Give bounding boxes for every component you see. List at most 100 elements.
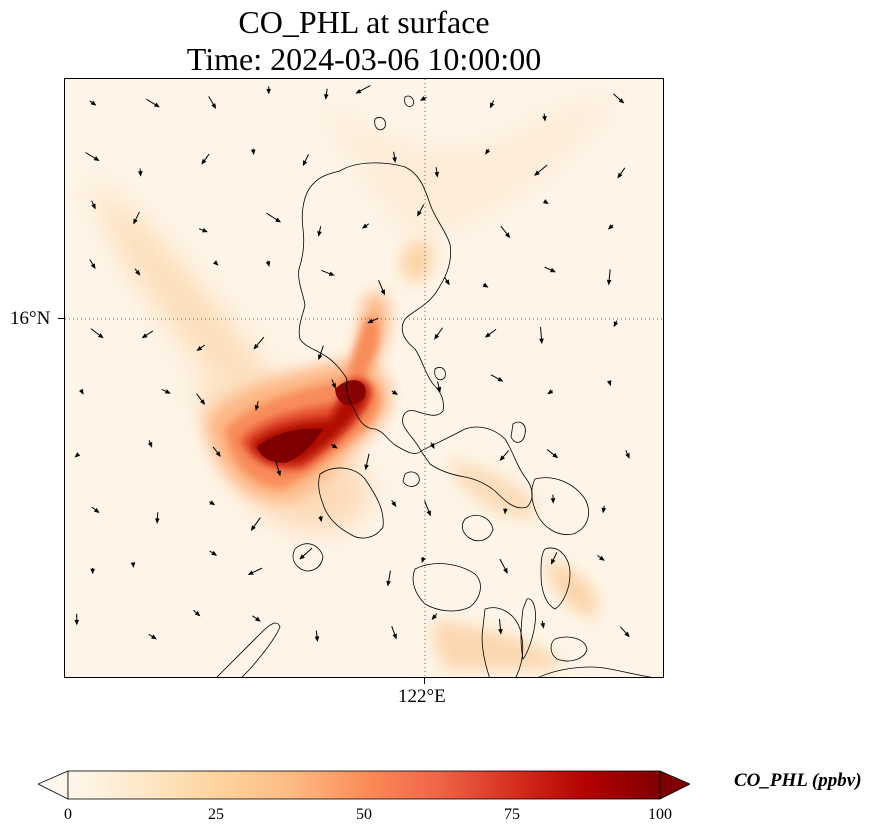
bohol-coastline xyxy=(550,636,588,662)
wind-arrow-head xyxy=(93,156,100,161)
wind-arrow-head xyxy=(542,199,549,205)
gridlines xyxy=(65,79,663,677)
wind-arrow-head xyxy=(213,260,219,266)
wind-arrow-head xyxy=(392,390,398,395)
wind-arrow-head xyxy=(497,376,504,382)
marinduque-coastline xyxy=(402,471,420,487)
wind-arrow-head xyxy=(499,455,505,462)
wind-arrow-head xyxy=(74,619,80,626)
wind-arrow-head xyxy=(498,628,503,635)
wind-arrow-head xyxy=(133,218,138,225)
leyte-coastline xyxy=(540,547,571,610)
wind-arrow-head xyxy=(211,550,218,556)
masbate-coastline xyxy=(461,515,494,542)
lat-label-16n: 16°N xyxy=(10,308,51,329)
wind-arrow-head xyxy=(625,452,630,459)
negros-coastline xyxy=(481,607,524,677)
wind-arrow-head xyxy=(250,149,256,156)
colorbar xyxy=(38,770,690,800)
wind-arrow-head xyxy=(215,451,221,457)
wind-arrow-head xyxy=(265,261,271,268)
wind-arrow-head xyxy=(318,516,323,523)
wind-arrow-head xyxy=(90,263,96,270)
wind-arrow-head xyxy=(386,580,391,587)
wind-arrow-head xyxy=(276,470,281,477)
wind-arrow-head xyxy=(503,508,508,515)
wind-arrow-head xyxy=(355,88,362,94)
wind-arrow-head xyxy=(426,510,431,517)
wind-arrow-head xyxy=(624,631,630,638)
wind-arrow-head xyxy=(266,88,272,95)
map-svg xyxy=(65,79,663,677)
wind-arrow-head xyxy=(275,217,282,223)
wind-arrow-head xyxy=(484,332,491,338)
samar-coastline xyxy=(531,477,589,535)
wind-arrow-head xyxy=(607,224,614,230)
wind-arrow-head xyxy=(324,94,329,100)
colorbar-tick-50: 50 xyxy=(356,806,372,823)
wind-arrow-head xyxy=(419,96,426,101)
wind-arrow-head xyxy=(606,279,612,286)
wind-arrow-head xyxy=(485,148,491,155)
wind-arrow-head xyxy=(617,172,623,179)
wind-arrow-head xyxy=(328,271,335,276)
wind-arrow-head xyxy=(164,389,171,394)
wind-arrow-head xyxy=(201,158,207,165)
colorbar-svg xyxy=(38,770,690,800)
wind-arrow-head xyxy=(598,555,605,561)
wind-arrow-head xyxy=(542,115,547,122)
wind-arrow-head xyxy=(367,318,374,324)
wind-arrow-head xyxy=(91,203,96,210)
lon-label-122e: 122°E xyxy=(398,686,446,707)
mindanao-coastline xyxy=(538,666,652,677)
wind-arrow-head xyxy=(361,223,368,229)
wind-arrow-head xyxy=(255,616,261,622)
wind-arrow-head xyxy=(254,405,260,411)
colorbar-tick-100: 100 xyxy=(648,806,672,823)
catanduanes-coastline xyxy=(510,421,526,443)
wind-arrow-head xyxy=(429,443,435,450)
wind-arrow-head xyxy=(247,570,254,575)
lat-tick xyxy=(58,318,64,319)
lon-tick xyxy=(424,678,425,684)
wind-arrow-head xyxy=(482,282,489,288)
calamian-islands-coastline xyxy=(292,543,324,572)
colorbar-gradient xyxy=(68,771,660,799)
map-panel xyxy=(64,78,664,678)
wind-arrow-head xyxy=(618,98,625,104)
wind-arrow-head xyxy=(138,170,143,177)
wind-arrow-head xyxy=(601,507,607,514)
wind-arrow-head xyxy=(202,228,208,233)
wind-arrow-head xyxy=(97,333,104,339)
wind-arrow-head xyxy=(444,279,450,286)
wind-arrow-head xyxy=(550,498,556,504)
cebu-coastline xyxy=(520,598,536,660)
wind-arrow-head xyxy=(490,102,495,109)
colorbar-extend-high xyxy=(659,770,690,800)
wind-arrow-head xyxy=(503,567,508,574)
wind-arrow-head xyxy=(431,614,437,620)
wind-arrow-head xyxy=(153,102,160,108)
palawan-coastline xyxy=(216,622,281,677)
wind-arrow-head xyxy=(209,500,216,506)
wind-arrow-head xyxy=(417,210,422,217)
wind-arrow-head xyxy=(302,160,308,167)
wind-arrow-head xyxy=(504,232,511,239)
wind-arrow-head xyxy=(331,382,336,389)
wind-arrow-head xyxy=(613,321,619,328)
wind-vectors xyxy=(74,85,630,642)
wind-arrow-head xyxy=(141,333,148,339)
colorbar-tick-75: 75 xyxy=(504,806,520,823)
wind-arrow-head xyxy=(392,157,397,163)
coastlines xyxy=(216,95,652,677)
co-concentration-field xyxy=(65,79,663,677)
wind-arrow-head xyxy=(552,452,559,459)
colorbar-tick-25: 25 xyxy=(208,806,224,823)
wind-arrow-head xyxy=(194,611,201,617)
wind-arrow-head xyxy=(147,441,153,448)
wind-arrow-head xyxy=(155,518,160,524)
wind-arrow-head xyxy=(540,622,545,629)
wind-arrow-head xyxy=(436,386,442,393)
wind-arrow-head xyxy=(250,525,256,532)
wind-arrow-head xyxy=(550,267,556,273)
